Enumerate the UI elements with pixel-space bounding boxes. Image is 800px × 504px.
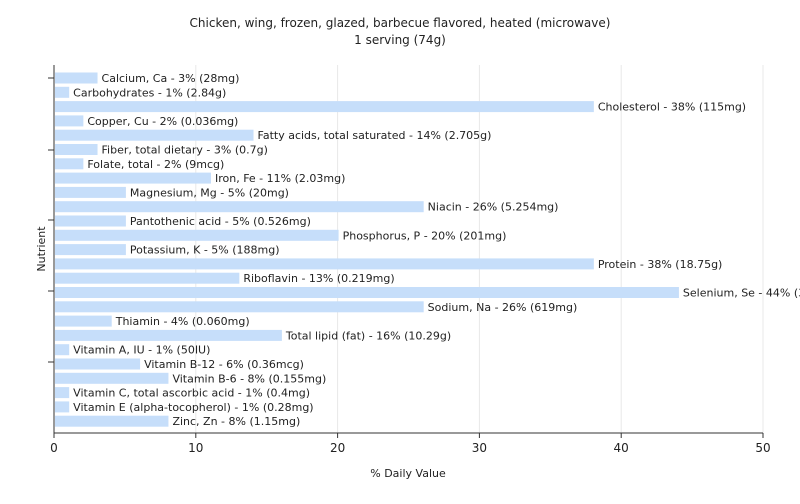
- x-tick-label: 50: [755, 441, 770, 455]
- bar-label: Pantothenic acid - 5% (0.526mg): [130, 215, 311, 228]
- bar: [55, 387, 70, 399]
- grid-lines: [195, 65, 764, 433]
- bar-label: Niacin - 26% (5.254mg): [428, 201, 559, 214]
- bar-label: Fiber, total dietary - 3% (0.7g): [102, 144, 268, 157]
- bar-label: Calcium, Ca - 3% (28mg): [102, 72, 240, 85]
- bar: [55, 101, 594, 113]
- bar-label: Selenium, Se - 44% (30.9mcg): [683, 287, 800, 300]
- bar: [55, 215, 126, 227]
- bar-label: Potassium, K - 5% (188mg): [130, 244, 280, 257]
- bar: [55, 358, 141, 370]
- bars: Calcium, Ca - 3% (28mg)Carbohydrates - 1…: [55, 72, 800, 428]
- y-axis-label: Nutrient: [35, 226, 48, 272]
- x-tick-labels: 0 10 20 30 40 50: [48, 77, 771, 455]
- bar: [55, 329, 282, 341]
- bar-label: Protein - 38% (18.75g): [598, 258, 723, 271]
- bar: [55, 129, 254, 141]
- bar: [55, 229, 339, 241]
- bar: [55, 144, 98, 155]
- bar: [55, 72, 98, 84]
- bar-label: Thiamin - 4% (0.060mg): [115, 315, 250, 328]
- bar: [55, 415, 169, 427]
- bar-label: Vitamin B-12 - 6% (0.36mcg): [144, 358, 304, 371]
- bar: [55, 158, 84, 170]
- bar-label: Fatty acids, total saturated - 14% (2.70…: [258, 129, 492, 142]
- x-tick-label: 30: [472, 441, 487, 455]
- bar-label: Carbohydrates - 1% (2.84g): [73, 86, 226, 99]
- bar-label: Vitamin C, total ascorbic acid - 1% (0.4…: [73, 387, 310, 400]
- bar: [55, 315, 112, 327]
- x-tick-label: 20: [330, 441, 345, 455]
- x-tick-label: 0: [50, 441, 58, 455]
- bar: [55, 301, 424, 313]
- bar-label: Zinc, Zn - 8% (1.15mg): [172, 415, 300, 428]
- bar: [55, 401, 70, 413]
- bar: [55, 201, 424, 213]
- bar-label: Vitamin B-6 - 8% (0.155mg): [172, 372, 326, 385]
- chart-title: Chicken, wing, frozen, glazed, barbecue …: [190, 16, 611, 30]
- bar-label: Total lipid (fat) - 16% (10.29g): [285, 329, 451, 342]
- bar: [55, 344, 70, 356]
- bar: [55, 372, 169, 384]
- x-tick-label: 10: [188, 441, 203, 455]
- bar-label: Cholesterol - 38% (115mg): [598, 101, 746, 114]
- bar-label: Magnesium, Mg - 5% (20mg): [130, 186, 289, 199]
- bar: [55, 287, 679, 298]
- bar: [55, 86, 70, 98]
- axes: [53, 65, 763, 434]
- bar-label: Copper, Cu - 2% (0.036mg): [87, 115, 238, 128]
- bar-label: Vitamin E (alpha-tocopherol) - 1% (0.28m…: [73, 401, 313, 414]
- bar: [55, 115, 84, 127]
- bar-label: Vitamin A, IU - 1% (50IU): [73, 344, 210, 357]
- bar: [55, 272, 240, 284]
- x-axis-label: % Daily Value: [370, 467, 446, 480]
- bar: [55, 186, 126, 198]
- x-tick-label: 40: [614, 441, 629, 455]
- bar-label: Folate, total - 2% (9mcg): [87, 158, 224, 171]
- bar: [55, 258, 594, 270]
- chart-subtitle: 1 serving (74g): [354, 33, 446, 47]
- bar-label: Riboflavin - 13% (0.219mg): [243, 272, 394, 285]
- bar-label: Sodium, Na - 26% (619mg): [428, 301, 578, 314]
- bar-label: Phosphorus, P - 20% (201mg): [343, 229, 507, 242]
- bar: [55, 244, 126, 256]
- bar-label: Iron, Fe - 11% (2.03mg): [215, 172, 345, 185]
- bar: [55, 172, 211, 184]
